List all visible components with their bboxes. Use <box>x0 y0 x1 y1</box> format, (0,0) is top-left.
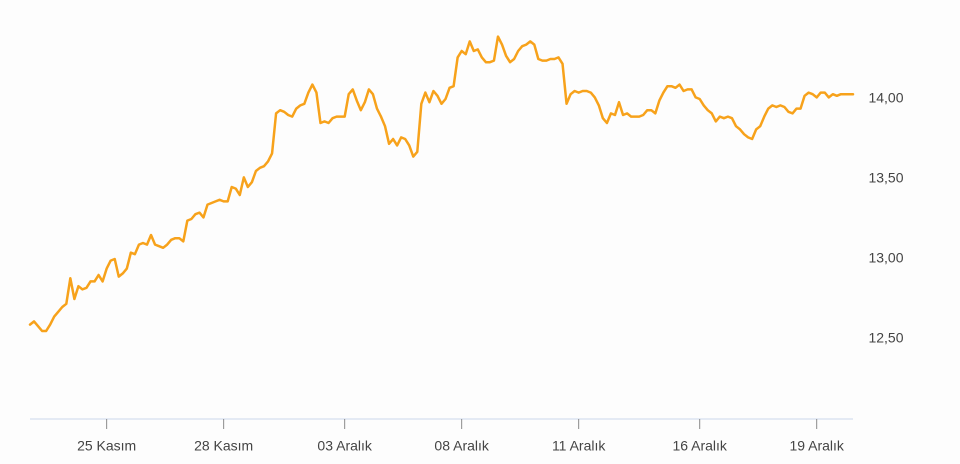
x-tick-label: 08 Aralık <box>434 438 489 454</box>
x-tick-label: 11 Aralık <box>552 438 606 454</box>
x-tick-label: 25 Kasım <box>77 438 136 454</box>
y-tick-label: 13,50 <box>868 170 903 186</box>
y-tick-label: 13,00 <box>868 250 903 266</box>
x-tick-label: 03 Aralık <box>317 438 372 454</box>
x-tick-label: 28 Kasım <box>194 438 253 454</box>
x-tick-label: 16 Aralık <box>672 438 727 454</box>
y-tick-label: 14,00 <box>868 90 903 106</box>
line <box>28 35 855 333</box>
y-tick-label: 12,50 <box>868 330 903 346</box>
x-tick-label: 19 Aralık <box>789 438 844 454</box>
